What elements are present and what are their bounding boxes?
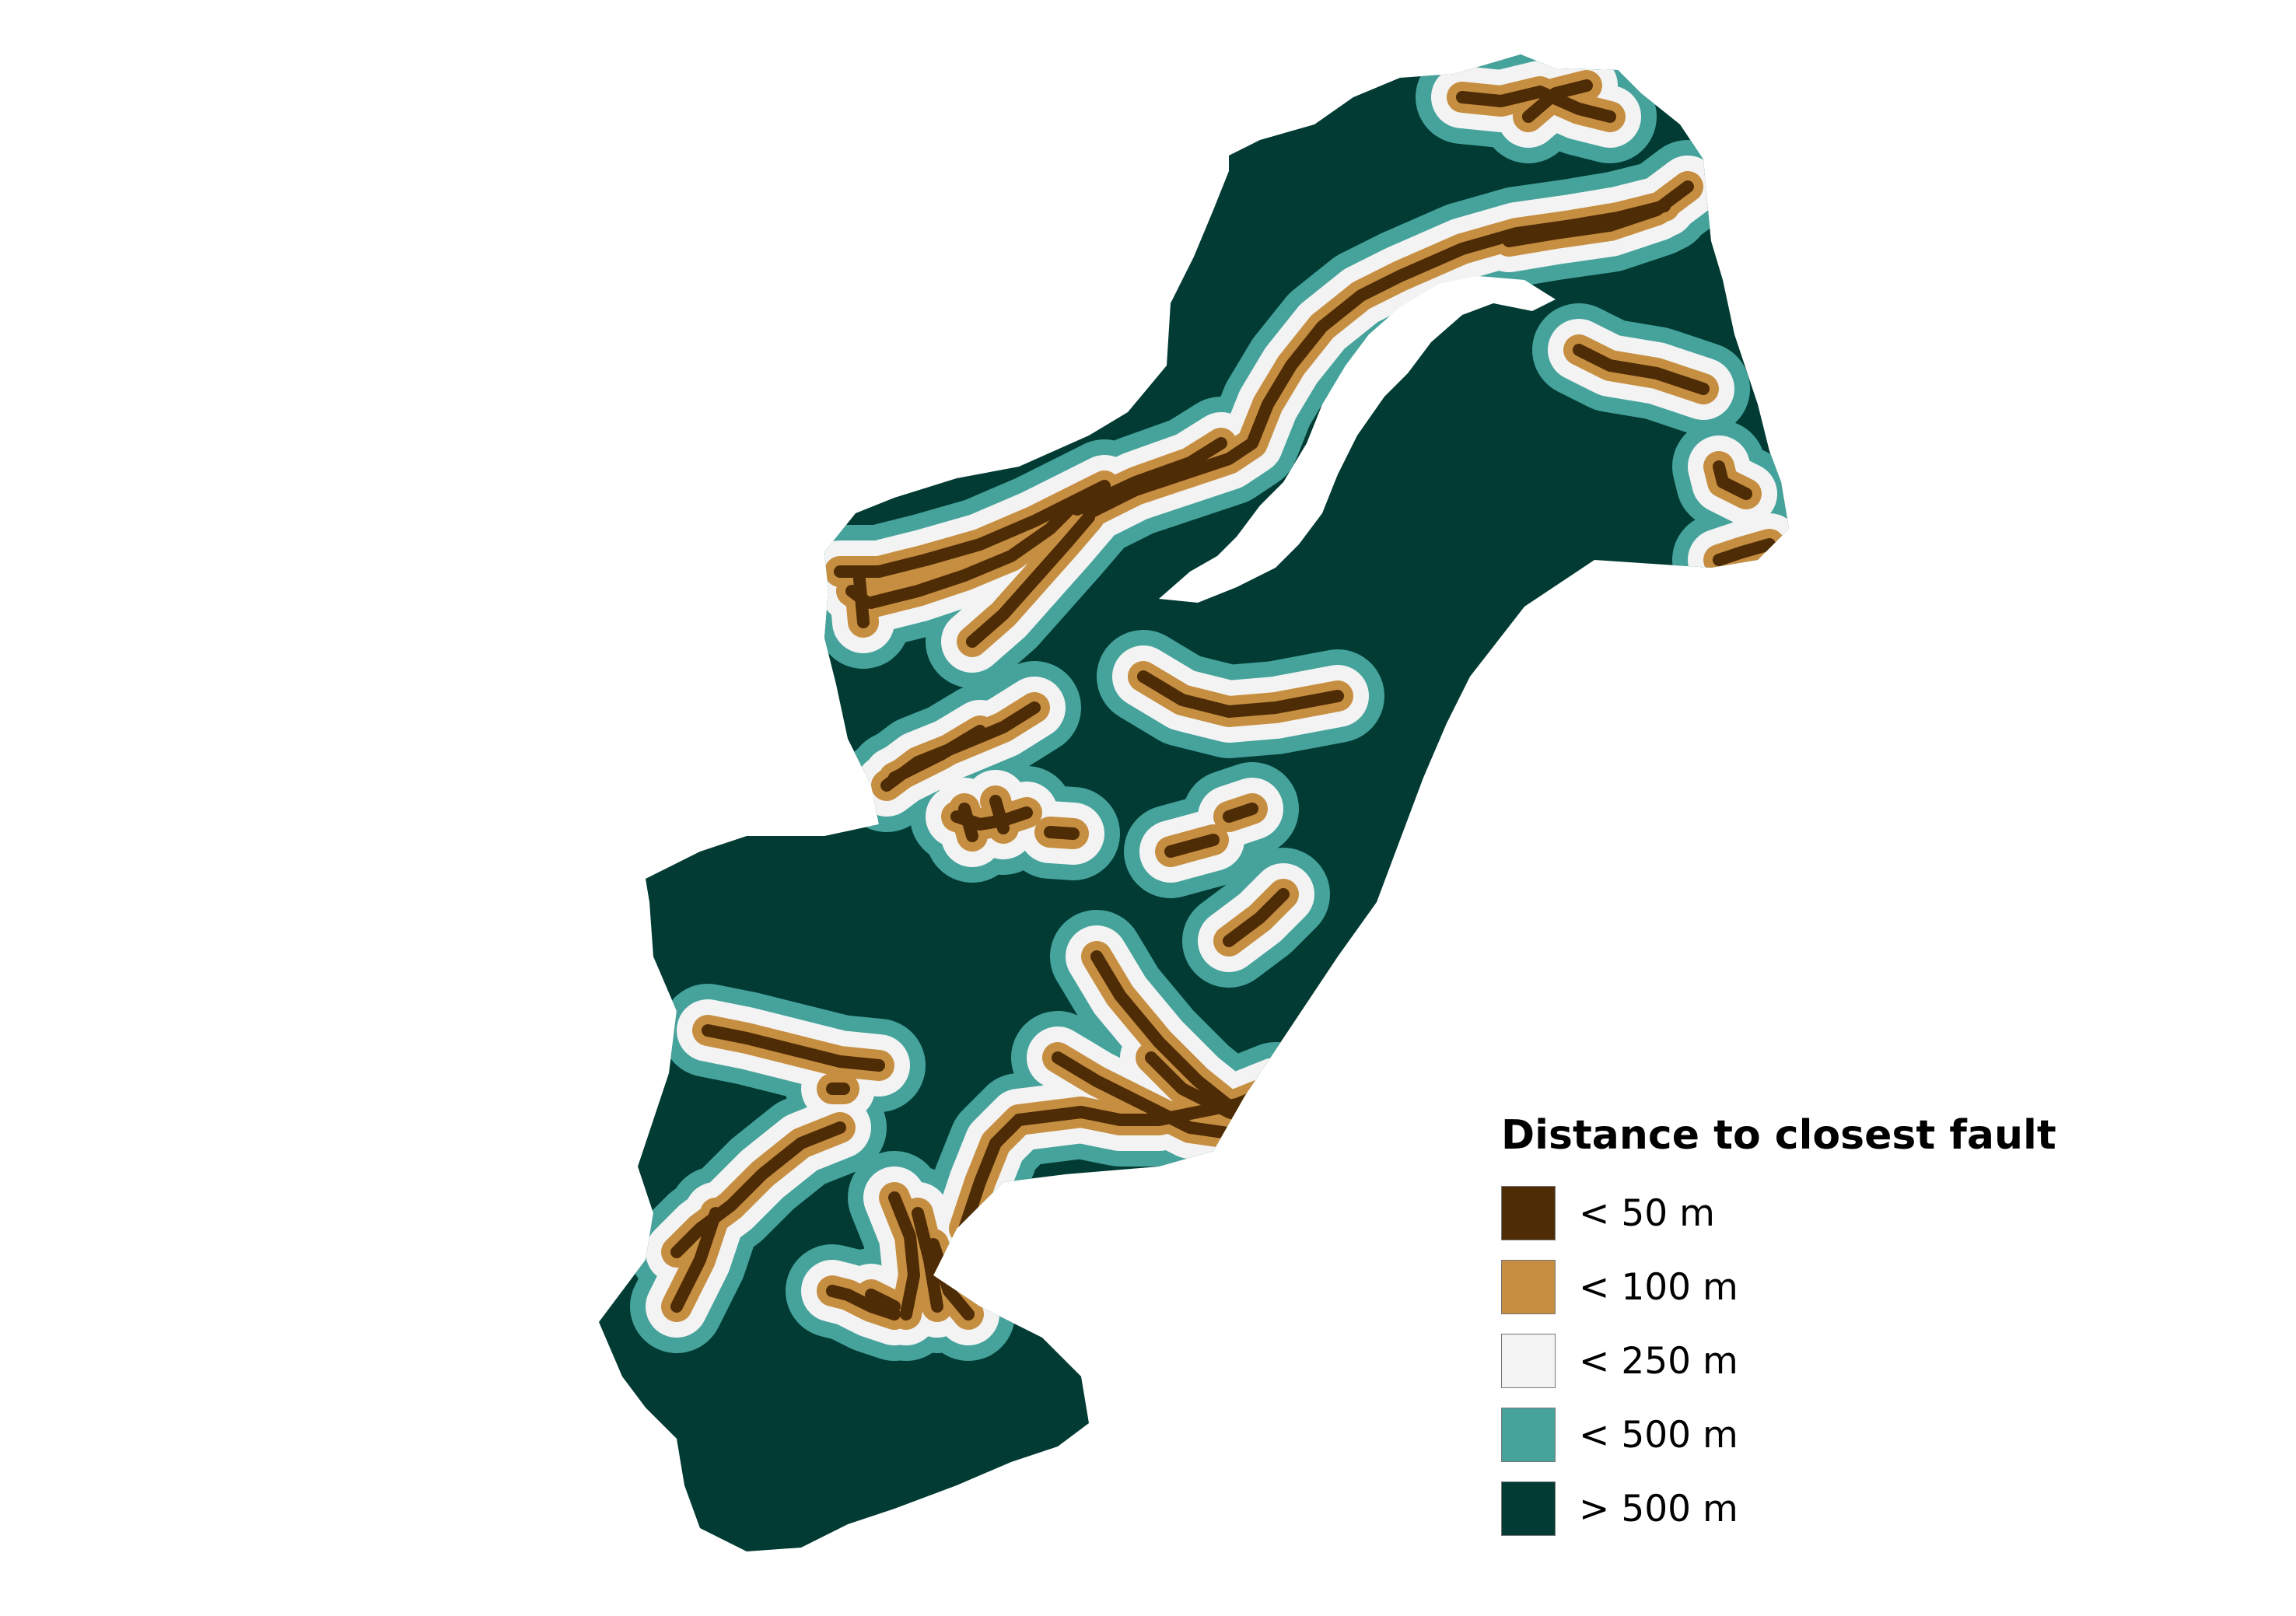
- band-50-fault-13: [888, 725, 986, 784]
- legend-item-gt500m: > 500 m: [1501, 1481, 2056, 1537]
- band-50-fault-27: [670, 1121, 846, 1258]
- legend-title: Distance to closest fault: [1501, 1112, 2056, 1159]
- band-50-fault-25: [958, 1106, 1087, 1235]
- legend-label-100m: < 100 m: [1579, 1265, 1738, 1309]
- legend-item-100m: < 100 m: [1501, 1259, 2056, 1315]
- band-50-fault-17: [1044, 826, 1080, 840]
- band-50-fault-26: [702, 1024, 885, 1072]
- band-50-fault-11: [1137, 670, 1344, 718]
- band-50-fault-4: [1071, 437, 1227, 516]
- band-50-fault-29: [888, 1191, 920, 1320]
- band-50-fault-32: [826, 1285, 901, 1320]
- band-50-fault-23: [1052, 1051, 1251, 1142]
- band-50-fault-33: [865, 1289, 901, 1313]
- band-50-fault-19: [1223, 803, 1258, 823]
- legend-swatch-gt500m: [1501, 1481, 1556, 1536]
- band-50m: [670, 79, 1776, 1320]
- band-50-fault-31: [927, 1238, 975, 1320]
- band-50-fault-16: [989, 795, 1010, 834]
- band-50-fault-30: [912, 1207, 943, 1313]
- legend-label-250m: < 250 m: [1579, 1339, 1738, 1383]
- band-50-fault-9: [1713, 460, 1752, 500]
- band-50-fault-0: [834, 480, 1111, 578]
- band-50-fault-8: [1522, 79, 1593, 123]
- legend-label-50m: < 50 m: [1579, 1191, 1715, 1235]
- band-50-fault-5: [1503, 180, 1694, 247]
- legend-swatch-250m: [1501, 1334, 1556, 1388]
- lake: [1159, 276, 1556, 603]
- legend-item-500m: < 500 m: [1501, 1407, 2056, 1463]
- legend-item-50m: < 50 m: [1501, 1185, 2056, 1241]
- legend-swatch-100m: [1501, 1260, 1556, 1314]
- band-50-fault-36: [853, 573, 870, 628]
- band-50-fault-2: [966, 511, 1095, 648]
- band-50-fault-20: [1223, 888, 1290, 947]
- band-50-fault-10: [1713, 538, 1776, 566]
- band-50-fault-7: [1456, 86, 1616, 123]
- band-50-fault-6: [1573, 344, 1710, 395]
- map-legend: Distance to closest fault < 50 m < 100 m…: [1501, 1112, 2056, 1555]
- legend-swatch-500m: [1501, 1408, 1556, 1462]
- band-50-fault-28: [670, 1207, 722, 1313]
- band-50-fault-15: [958, 803, 978, 842]
- band-50-fault-1: [865, 499, 1080, 609]
- legend-item-250m: < 250 m: [1501, 1333, 2056, 1389]
- legend-label-500m: < 500 m: [1579, 1413, 1738, 1457]
- band-50-fault-18: [1164, 834, 1220, 858]
- legend-label-gt500m: > 500 m: [1579, 1487, 1738, 1530]
- legend-swatch-50m: [1501, 1186, 1556, 1240]
